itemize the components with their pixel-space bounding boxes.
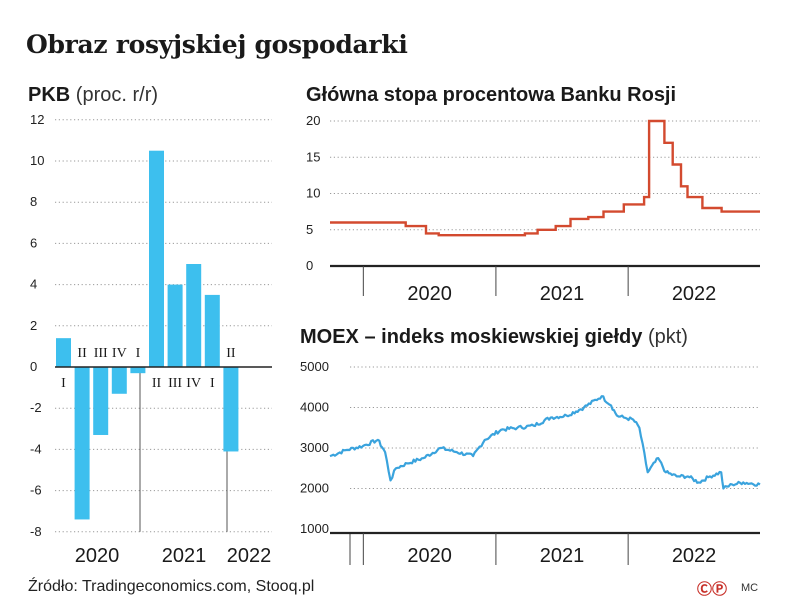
moex-y-tick-label: 4000	[300, 400, 329, 415]
moex-year-label: 2021	[540, 545, 585, 567]
moex-y-tick-label: 5000	[300, 359, 329, 374]
moex-y-tick-label: 1000	[300, 521, 329, 536]
rate-year-label: 2021	[540, 283, 585, 305]
rate-y-tick-label: 0	[306, 258, 313, 273]
moex-y-tick-label: 3000	[300, 440, 329, 455]
pkb-bar	[223, 367, 239, 452]
rate-y-tick-label: 15	[306, 149, 320, 164]
pkb-quarter-label: III	[168, 376, 182, 391]
pkb-quarter-label: III	[94, 346, 108, 361]
pkb-y-tick-label: 6	[30, 235, 37, 250]
pkb-bar	[56, 338, 71, 367]
pkb-bar	[204, 294, 220, 367]
moex-y-tick-label: 2000	[300, 481, 329, 496]
source-note: Źródło: Tradingeconomics.com, Stooq.pl	[28, 578, 315, 595]
pkb-bar	[93, 367, 109, 435]
moex-year-label: 2020	[407, 545, 452, 567]
moex-title-text: MOEX – indeks moskiewskiej giełdy	[300, 326, 643, 348]
pkb-bar	[111, 367, 127, 394]
copyright-logo: ⒸⓅ	[697, 581, 728, 598]
pkb-quarter-label: I	[210, 376, 215, 391]
pkb-bar	[130, 367, 146, 374]
moex-series-line	[329, 395, 761, 490]
pkb-unit: (proc. r/r)	[75, 84, 159, 106]
pkb-quarter-label: II	[152, 376, 162, 391]
pkb-quarter-label: II	[226, 346, 236, 361]
pkb-title-text: PKB	[28, 84, 71, 106]
pkb-y-tick-label: 12	[30, 112, 44, 127]
author-initials: MC	[741, 582, 759, 594]
pkb-y-tick-label: 2	[30, 318, 37, 333]
pkb-chart-title: PKB (proc. r/r)	[28, 84, 158, 107]
pkb-year-label: 2021	[162, 545, 207, 567]
pkb-quarter-label: I	[61, 376, 66, 391]
rate-year-label: 2022	[672, 283, 717, 305]
pkb-year-label: 2020	[75, 545, 120, 567]
rate-y-tick-label: 10	[306, 186, 320, 201]
moex-year-label: 2022	[672, 545, 717, 567]
pkb-y-tick-label: 10	[30, 153, 44, 168]
pkb-year-label: 2022	[227, 545, 272, 567]
page-title: Obraz rosyjskiej gospodarki	[26, 30, 408, 59]
rate-chart-title: Główna stopa procentowa Banku Rosji	[306, 84, 677, 106]
pkb-quarter-label: I	[136, 346, 141, 361]
pkb-quarter-label: IV	[186, 376, 201, 391]
pkb-y-tick-label: -2	[30, 400, 42, 415]
pkb-bar	[149, 150, 164, 367]
pkb-quarter-label: II	[77, 346, 87, 361]
moex-unit: (pkt)	[647, 326, 688, 348]
rate-y-tick-label: 5	[306, 222, 313, 237]
pkb-y-tick-label: 4	[30, 277, 37, 292]
pkb-y-tick-label: -4	[30, 441, 42, 456]
pkb-y-tick-label: -6	[30, 483, 42, 498]
pkb-bar	[167, 284, 183, 367]
rate-series-line	[330, 119, 760, 237]
pkb-quarter-label: IV	[112, 346, 127, 361]
rate-y-tick-label: 20	[306, 113, 320, 128]
pkb-y-tick-label: 0	[30, 359, 37, 374]
pkb-bar	[186, 264, 202, 367]
pkb-y-tick-label: -8	[30, 524, 42, 539]
pkb-bar	[74, 367, 90, 520]
rate-year-label: 2020	[407, 283, 452, 305]
moex-chart-title: MOEX – indeks moskiewskiej giełdy (pkt)	[300, 326, 688, 349]
pkb-y-tick-label: 8	[30, 194, 37, 209]
